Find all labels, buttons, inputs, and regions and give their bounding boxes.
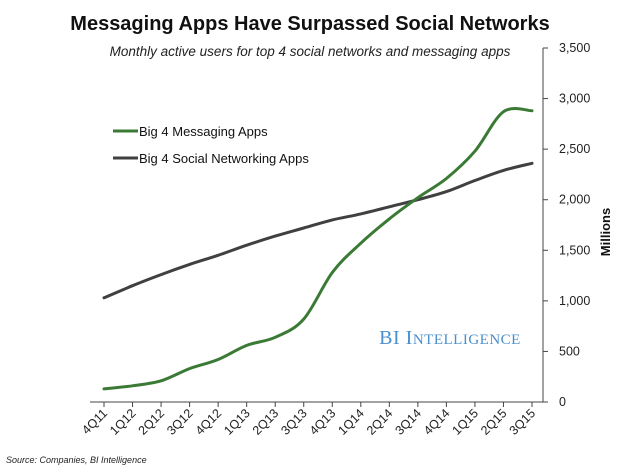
series-line-social (102, 161, 534, 300)
legend: Big 4 Messaging Apps Big 4 Social Network… (113, 124, 309, 166)
series-layer (102, 106, 534, 391)
x-tick-label: 2Q13 (250, 406, 282, 438)
x-tick-label: 3Q14 (392, 406, 424, 438)
x-tick-label: 3Q15 (507, 406, 539, 438)
axes: 05001,0001,5002,0002,5003,0003,5004Q111Q… (79, 41, 590, 438)
source-note: Source: Companies, BI Intelligence (6, 455, 147, 465)
y-tick-label: 2,000 (559, 193, 590, 207)
x-tick-label: 4Q13 (307, 406, 339, 438)
y-tick-label: 3,500 (559, 41, 590, 55)
legend-label: Big 4 Messaging Apps (139, 124, 268, 139)
y-tick-label: 2,500 (559, 142, 590, 156)
x-tick-label: 4Q11 (79, 406, 110, 437)
legend-label: Big 4 Social Networking Apps (139, 151, 309, 166)
x-tick-label: 3Q13 (278, 406, 310, 438)
x-tick-label: 1Q12 (107, 406, 139, 438)
x-tick-label: 2Q15 (478, 406, 510, 438)
y-tick-label: 0 (559, 395, 566, 409)
watermark: BI INTELLIGENCE (379, 327, 521, 349)
x-tick-label: 4Q14 (421, 406, 453, 438)
x-tick-label: 1Q13 (221, 406, 253, 438)
y-tick-label: 1,000 (559, 294, 590, 308)
x-tick-label: 2Q14 (364, 406, 396, 438)
x-tick-label: 1Q14 (335, 406, 367, 438)
x-tick-label: 4Q12 (193, 406, 225, 438)
chart-subtitle: Monthly active users for top 4 social ne… (110, 44, 511, 59)
y-tick-label: 500 (559, 344, 580, 358)
chart-title: Messaging Apps Have Surpassed Social Net… (70, 13, 549, 35)
series-line-messaging (102, 106, 534, 391)
x-tick-label: 3Q12 (164, 406, 196, 438)
y-tick-label: 3,000 (559, 92, 590, 106)
y-tick-label: 1,500 (559, 243, 590, 257)
x-tick-label: 2Q12 (136, 406, 168, 438)
watermark-layer: BI INTELLIGENCE (379, 327, 521, 349)
y-axis-label: Millions (598, 208, 613, 256)
x-tick-label: 1Q15 (450, 406, 482, 438)
